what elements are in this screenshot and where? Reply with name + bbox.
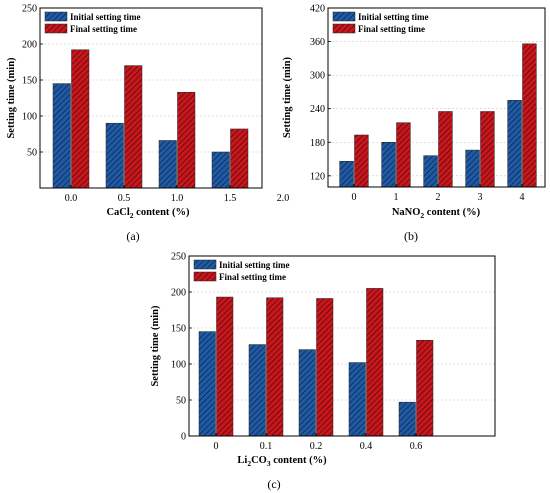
legend-label-0: Initial setting time — [219, 260, 290, 270]
bar-final-3 — [230, 128, 249, 189]
legend-swatch-1 — [193, 271, 217, 282]
bar-final-2 — [438, 111, 453, 188]
bar-initial-4 — [398, 401, 416, 437]
bar-final-0 — [71, 49, 90, 189]
y-tick-label: 150 — [171, 324, 186, 335]
x-tick-label: 0.0 — [65, 193, 78, 204]
x-tick-label: 1 — [394, 192, 399, 203]
bar-initial-3 — [211, 151, 230, 189]
legend-label-0: Initial setting time — [358, 12, 429, 22]
x-axis-label-rest: content (%) — [424, 207, 480, 218]
x-tick-label: 0.2 — [310, 441, 323, 452]
panel-label: (b) — [404, 229, 418, 243]
legend-label-1: Final setting time — [70, 24, 137, 34]
y-tick-label: 360 — [310, 37, 325, 48]
panel-label: (a) — [126, 229, 139, 243]
y-axis-label: Setting time (min) — [150, 305, 161, 387]
x-axis-label: CaCl2 content (%) — [106, 207, 190, 220]
legend-swatch-1 — [332, 23, 356, 34]
x-tick-label: 0 — [214, 441, 219, 452]
bar-final-2 — [177, 91, 196, 189]
x-tick-label: 4 — [520, 192, 525, 203]
y-axis-label: Setting time (min) — [282, 56, 293, 138]
bar-initial-0 — [198, 331, 216, 437]
x-axis-label-rest: content (%) — [134, 207, 190, 218]
y-tick-label: 200 — [171, 288, 186, 299]
legend-label-1: Final setting time — [219, 272, 286, 282]
bar-initial-0 — [52, 83, 71, 189]
legend-label-1: Final setting time — [358, 24, 425, 34]
y-tick-label: 420 — [310, 4, 325, 15]
legend-swatch-1 — [44, 23, 68, 34]
y-tick-label: 150 — [22, 76, 37, 87]
x-tick-label: 0 — [352, 192, 357, 203]
x-axis-label-main: Li — [237, 455, 247, 466]
chart-a: 50 100 150 200 250 0.0 0.5 1.0 1.5 2.0 Initial set… — [6, 4, 289, 244]
bar-initial-1 — [248, 344, 266, 437]
y-tick-label: 100 — [171, 360, 186, 371]
x-axis-label-sub: 2 — [420, 211, 424, 220]
x-tick-label: 1.0 — [171, 193, 184, 204]
y-tick-label: 50 — [176, 396, 186, 407]
y-tick-label: 100 — [22, 112, 37, 123]
plot-frame — [327, 7, 546, 188]
y-tick-label: 300 — [310, 71, 325, 82]
y-tick-label: 240 — [310, 104, 325, 115]
legend-swatch-0 — [193, 259, 217, 270]
x-tick-label: 0.5 — [118, 193, 131, 204]
plot-frame — [39, 7, 263, 189]
chart-b: 120 180 240 300 360 420 0 1 2 3 4 Initial setting t… — [282, 4, 546, 243]
x-tick-label: 0.4 — [360, 441, 373, 452]
bar-initial-1 — [105, 122, 124, 189]
x-axis-label: NaNO2 content (%) — [392, 207, 481, 220]
bar-final-3 — [366, 288, 384, 437]
x-axis-label-rest: CO — [251, 455, 267, 466]
bar-final-4 — [416, 339, 434, 437]
bar-final-2 — [316, 298, 334, 437]
panel-label: (c) — [267, 477, 280, 491]
bar-final-4 — [522, 43, 537, 188]
x-axis-label-main: NaNO — [392, 207, 421, 218]
x-tick-label: 2.0 — [277, 193, 290, 204]
bar-final-3 — [480, 111, 495, 188]
x-tick-label: 0.1 — [260, 441, 273, 452]
legend-label-0: Initial setting time — [70, 12, 141, 22]
x-tick-label: 3 — [478, 192, 483, 203]
bar-final-1 — [266, 297, 284, 437]
x-axis-label-rest2: content (%) — [271, 455, 327, 466]
y-tick-label: 250 — [22, 4, 37, 15]
chart-c: 0 50 100 150 200 250 0 0.1 0.2 0.4 0.6 Initial sett… — [150, 252, 496, 491]
bar-initial-3 — [348, 362, 366, 437]
bar-initial-4 — [507, 100, 522, 188]
x-tick-label: 2 — [436, 192, 441, 203]
legend-swatch-0 — [44, 11, 68, 22]
x-tick-label: 0.6 — [410, 441, 423, 452]
legend-swatch-0 — [332, 11, 356, 22]
y-tick-label: 120 — [310, 171, 325, 182]
y-tick-label: 180 — [310, 138, 325, 149]
y-tick-label: 200 — [22, 40, 37, 51]
bar-initial-2 — [423, 155, 438, 188]
bar-initial-3 — [465, 149, 480, 188]
bar-final-0 — [216, 296, 234, 437]
x-tick-label: 1.5 — [224, 193, 237, 204]
bar-initial-0 — [339, 161, 354, 188]
x-axis-label-sub: 2 — [130, 211, 134, 220]
x-axis-label-sub2: 3 — [267, 459, 271, 468]
y-tick-label: 250 — [171, 252, 186, 263]
y-tick-label: 50 — [27, 148, 37, 159]
bar-initial-2 — [298, 349, 316, 437]
bar-initial-2 — [158, 140, 177, 189]
x-axis-label-main: CaCl — [106, 207, 129, 218]
bar-final-0 — [354, 134, 369, 188]
bar-final-1 — [396, 122, 411, 188]
x-axis-label-sub: 2 — [247, 459, 251, 468]
bar-initial-1 — [381, 142, 396, 188]
x-axis-label: Li2CO3 content (%) — [237, 455, 327, 468]
plot-frame — [188, 255, 496, 437]
y-tick-label: 0 — [181, 432, 186, 443]
y-axis-label: Setting time (min) — [6, 57, 17, 139]
bar-final-1 — [124, 65, 143, 189]
